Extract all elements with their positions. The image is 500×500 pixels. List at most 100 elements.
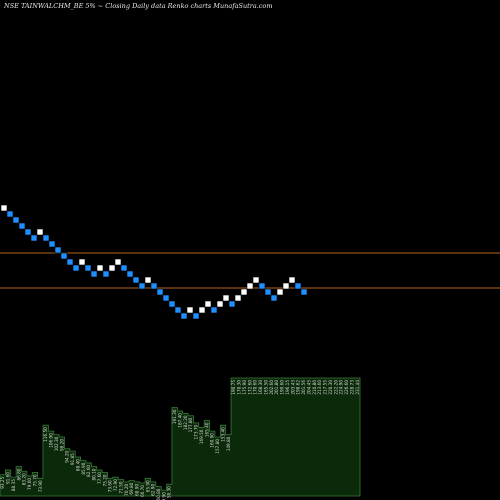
- renko-brick: [288, 276, 296, 284]
- renko-brick: [96, 264, 104, 272]
- renko-brick: [108, 264, 116, 272]
- volume-label: 231.44: [355, 380, 360, 395]
- renko-brick: [168, 300, 176, 308]
- volume-label: 88.40: [75, 459, 80, 471]
- volume-area: [0, 377, 361, 497]
- volume-label: 68.90: [135, 484, 140, 496]
- renko-brick: [222, 294, 230, 302]
- volume-label: 196.15: [285, 380, 290, 395]
- renko-brick: [6, 210, 14, 218]
- volume-label: 77.60: [97, 472, 102, 484]
- volume-label: 177.80: [188, 417, 193, 432]
- volume-label: 201.56: [301, 380, 306, 395]
- volume-label: 59.90: [161, 492, 166, 500]
- volume-label: 94.20: [65, 450, 70, 462]
- volume-label: 175.90: [242, 380, 247, 395]
- renko-brick: [192, 312, 200, 320]
- renko-brick: [48, 240, 56, 248]
- renko-brick: [282, 282, 290, 290]
- renko-brick: [270, 294, 278, 302]
- volume-label: 228.73: [349, 380, 354, 395]
- volume-label: 116.50: [43, 427, 48, 442]
- volume-label: 226.60: [344, 380, 349, 395]
- volume-label: 82.60: [86, 465, 91, 477]
- volume-label: 202.60: [269, 380, 274, 395]
- renko-brick: [18, 222, 26, 230]
- volume-label: 190.75: [231, 380, 236, 395]
- volume-label: 201.80: [274, 380, 279, 395]
- volume-label: 220.30: [328, 380, 333, 395]
- renko-brick: [102, 270, 110, 278]
- renko-brick: [228, 300, 236, 308]
- volume-label: 199.60: [280, 380, 285, 395]
- volume-label: 79.60: [27, 478, 32, 490]
- volume-label: 157.80: [215, 439, 220, 454]
- volume-label: 191.30: [172, 409, 177, 424]
- volume-label: 169.50: [199, 429, 204, 444]
- volume-label: 66.70: [140, 485, 145, 497]
- renko-brick: [24, 228, 32, 236]
- volume-label: 98.20: [59, 439, 64, 451]
- volume-label: 73.90: [38, 480, 43, 492]
- renko-brick: [204, 300, 212, 308]
- renko-brick: [300, 288, 308, 296]
- renko-brick: [66, 258, 74, 266]
- volume-label: 73.60: [108, 480, 113, 492]
- volume-label: 91.60: [6, 472, 11, 484]
- renko-brick: [114, 258, 122, 266]
- volume-label: 168.30: [258, 380, 263, 395]
- renko-brick: [60, 252, 68, 260]
- volume-label: 83.20: [22, 473, 27, 485]
- renko-brick: [78, 258, 86, 266]
- renko-bricks: [0, 204, 308, 320]
- volume-label: 85.90: [81, 462, 86, 474]
- volume-label: 106.90: [49, 433, 54, 448]
- renko-brick: [144, 276, 152, 284]
- volume-label: 65.90: [145, 480, 150, 492]
- volume-label: 91.85: [70, 453, 75, 465]
- volume-label: 187.40: [178, 413, 183, 428]
- renko-brick: [174, 306, 182, 314]
- volume-label: 172.60: [247, 380, 252, 395]
- renko-brick: [42, 234, 50, 242]
- volume-label: 153.40: [220, 427, 225, 442]
- renko-brick: [54, 246, 62, 254]
- renko-brick: [276, 288, 284, 296]
- renko-brick: [138, 282, 146, 290]
- renko-brick: [126, 270, 134, 278]
- volume-label: 149.80: [226, 436, 231, 451]
- renko-brick: [240, 288, 248, 296]
- volume-label: 222.20: [333, 380, 338, 395]
- renko-brick: [234, 294, 242, 302]
- volume-label: 86.80: [16, 468, 21, 480]
- renko-brick: [72, 264, 80, 272]
- volume-label: 75.20: [102, 474, 107, 486]
- renko-brick: [132, 276, 140, 284]
- chart-title: NSE TAINWALCHM_BE 5% ~ Closing Daily dat…: [3, 2, 273, 10]
- renko-brick: [258, 282, 266, 290]
- volume-label: 88.35: [11, 479, 16, 491]
- volume-label: 62.90: [151, 484, 156, 496]
- renko-brick: [84, 264, 92, 272]
- renko-brick: [294, 282, 302, 290]
- volume-label: 198.62: [296, 380, 301, 395]
- volume-label: 72.90: [113, 479, 118, 491]
- renko-brick: [156, 288, 164, 296]
- volume-label: 204.45: [306, 380, 311, 395]
- renko-brick: [180, 312, 188, 320]
- renko-brick: [264, 288, 272, 296]
- volume-label: 203.43: [290, 380, 295, 395]
- volume-label: 80.10: [92, 468, 97, 480]
- volume-label: 70.20: [124, 484, 129, 496]
- volume-label: 69.80: [129, 482, 134, 494]
- volume-label: 102.30: [54, 436, 59, 451]
- renko-brick: [0, 204, 8, 212]
- renko-brick: [162, 294, 170, 302]
- volume-label: 213.60: [317, 380, 322, 395]
- renko-brick: [90, 270, 98, 278]
- volume-label: 71.50: [118, 481, 123, 493]
- renko-brick: [216, 300, 224, 308]
- volume-label: 58.30: [167, 486, 172, 498]
- volume-label: 173.70: [194, 425, 199, 440]
